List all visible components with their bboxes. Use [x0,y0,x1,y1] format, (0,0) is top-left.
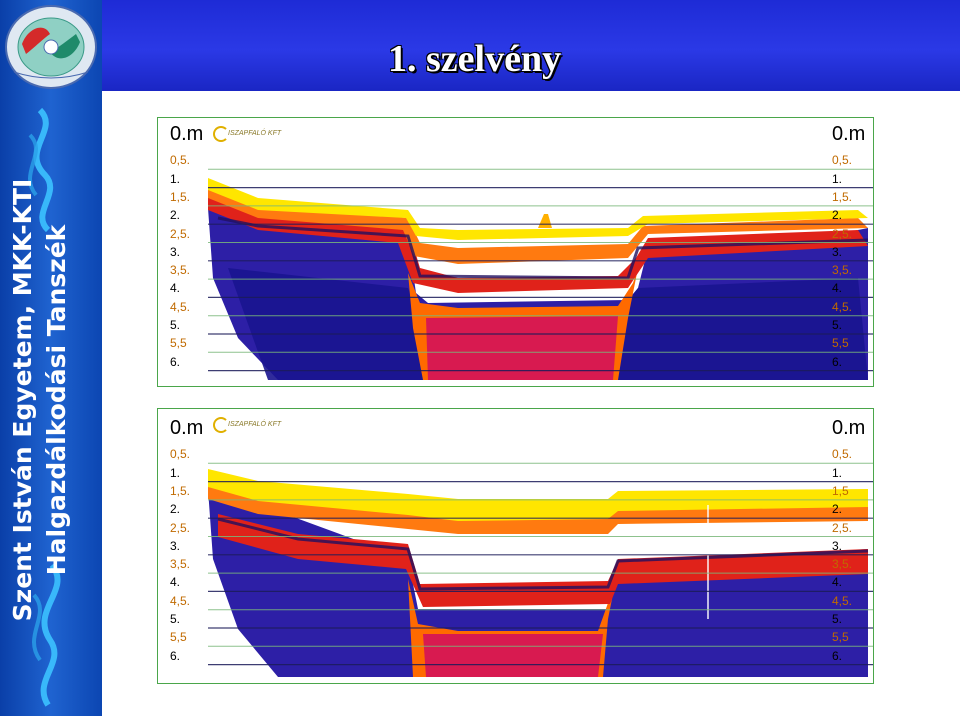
depth-label-left: 6. [170,648,181,663]
depth-label-right: 4,5. [832,299,853,314]
depth-label-left: 0.m [170,417,204,439]
depth-label-right: 5,5 [832,630,849,645]
depth-scale-left: 0.m 0,5. 1. 1,5. 2. 2,5. 3. 3,5. 4. 4,5. 5. 5,5 6. [170,409,220,683]
depth-label-right: 0,5. [832,447,853,462]
depth-label-right: 1. [832,465,843,480]
depth-label-left: 4. [170,575,181,590]
side-panel: Szent István Egyetem, MKK-KTI Halgazdálk… [0,0,102,716]
depth-label-left: 0,5. [170,153,191,168]
depth-label-left: 2,5. [170,520,191,535]
depth-label-left: 3. [170,538,181,553]
depth-label-left: 1,5. [170,483,191,498]
depth-label-right: 3,5. [832,557,853,572]
depth-label-left: 5. [170,612,181,626]
brand-label: ISZAPFALÓ KFT [228,421,282,428]
depth-label-right: 3. [832,538,843,553]
depth-label-right: 5. [832,318,843,332]
depth-gridlines-2 [208,462,873,666]
depth-label-right: 2,5. [832,520,853,535]
depth-scale-right: 0.m 0,5. 1. 1,5. 2. 2,5. 3. 3,5. 4. 4,5. 5. 5,5 6. [832,118,882,386]
title-bar [102,0,960,91]
depth-label-left: 1. [170,465,181,480]
depth-label-left: 2. [170,502,181,517]
depth-label-right: 3. [832,244,843,259]
depth-label-left: 5,5 [170,336,187,351]
side-text-line2: Halgazdálkodási Tanszék [42,224,71,576]
depth-label-left: 4,5. [170,593,191,608]
depth-label-left: 4,5. [170,299,191,314]
depth-scale-left: 0.m 0,5. 1. 1,5. 2. 2,5. 3. 3,5. 4. 4,5. 5. 5,5 6. [170,118,220,386]
echogram-panel-2: ISZAPFALÓ KFT 0.m 0,5. 1. 1,5. 2. 2,5. 3. 3,5. 4… [157,408,874,684]
depth-label-left: 5. [170,318,181,332]
depth-label-left: 2,5. [170,226,191,241]
depth-label-right: 6. [832,648,843,663]
depth-label-right: 1,5 [832,483,849,498]
depth-label-right: 0.m [832,417,866,439]
echogram-panel-1: ISZAPFALÓ KFT 0.m 0,5. 1. 1,5. 2. 2,5. 3. 3,5. 4… [157,117,874,387]
depth-scale-right: 0.m 0,5. 1. 1,5 2. 2,5. 3. 3,5. 4. 4,5. 5. 5,5 6. [832,409,882,683]
depth-label-right: 4. [832,575,843,590]
depth-label-left: 3. [170,244,181,259]
brand-label: ISZAPFALÓ KFT [228,130,282,137]
depth-label-left: 3,5. [170,263,191,278]
depth-label-right: 5. [832,612,843,626]
depth-label-left: 3,5. [170,557,191,572]
brand-logo-icon [213,126,229,142]
depth-label-right: 4. [832,281,843,296]
depth-label-right: 2,5. [832,226,853,241]
depth-label-left: 0,5. [170,447,191,462]
depth-label-right: 0,5. [832,153,853,168]
side-text-line1: Szent István Egyetem, MKK-KTI [8,178,37,622]
depth-label-right: 1,5. [832,189,853,204]
depth-gridlines-1 [208,168,873,372]
depth-label-left: 4. [170,281,181,296]
brand-logo-icon [213,417,229,433]
slide-title: 1. szelvény [388,38,562,80]
depth-label-left: 2. [170,208,181,223]
depth-label-right: 2. [832,502,843,517]
depth-label-left: 6. [170,354,181,369]
depth-label-right: 0.m [832,123,866,145]
depth-label-left: 0.m [170,123,204,145]
depth-label-right: 5,5 [832,336,849,351]
department-logo [5,5,97,89]
echogram-image-2 [158,409,869,683]
depth-label-right: 6. [832,354,843,369]
depth-label-left: 1. [170,171,181,186]
depth-label-right: 3,5. [832,263,853,278]
wave-decoration [28,107,61,707]
department-vertical-text: Szent István Egyetem, MKK-KTI Halgazdálk… [6,100,96,700]
depth-label-right: 1. [832,171,843,186]
depth-label-right: 4,5. [832,593,853,608]
depth-label-left: 5,5 [170,630,187,645]
depth-label-right: 2. [832,208,843,223]
depth-label-left: 1,5. [170,189,191,204]
